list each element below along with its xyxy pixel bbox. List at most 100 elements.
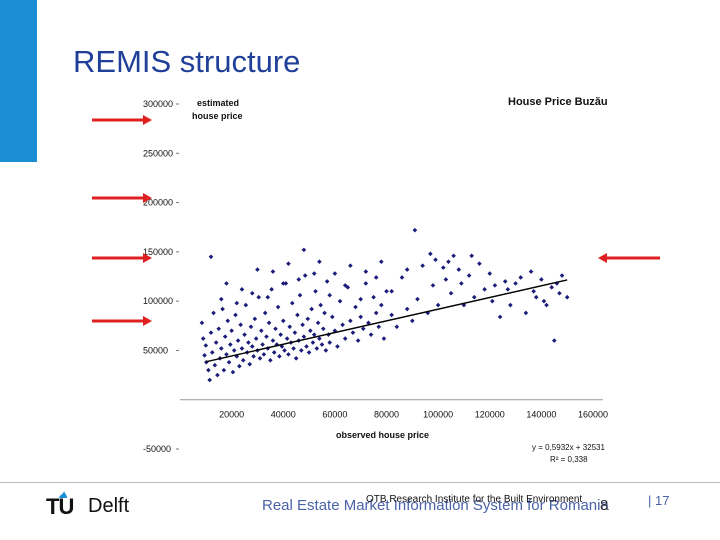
data-point — [412, 227, 418, 233]
data-point — [389, 288, 394, 294]
data-point — [360, 326, 366, 332]
data-point — [541, 298, 547, 304]
data-point — [518, 275, 524, 280]
data-point — [376, 324, 382, 330]
data-point — [410, 318, 415, 324]
data-point — [350, 330, 356, 335]
data-point — [296, 277, 302, 282]
x-tick-label: 80000 — [374, 410, 399, 420]
data-point — [358, 296, 363, 302]
data-point — [335, 344, 340, 349]
data-point — [332, 271, 338, 276]
footer-divider — [0, 482, 720, 483]
data-point — [528, 269, 534, 274]
data-point — [469, 253, 474, 259]
data-point — [544, 302, 549, 308]
logo-delft-text: Delft — [88, 495, 130, 517]
data-point — [295, 312, 300, 318]
data-point — [293, 356, 299, 361]
y-axis-label-line2: house price — [192, 111, 243, 121]
data-point — [430, 283, 436, 288]
data-point — [373, 310, 379, 316]
y-tick-label: 300000 — [143, 99, 173, 109]
data-point — [261, 352, 267, 357]
arrow-head — [143, 253, 152, 263]
data-point — [255, 267, 260, 272]
data-point — [440, 265, 446, 270]
data-point — [348, 318, 353, 324]
x-tick-label: 40000 — [271, 410, 296, 420]
data-point — [212, 362, 218, 368]
data-point — [551, 338, 557, 343]
data-point — [327, 340, 333, 345]
y-tick-label: -50000 — [143, 444, 171, 454]
data-point — [559, 273, 565, 278]
data-point — [508, 302, 513, 308]
flame-icon — [59, 491, 67, 498]
data-point — [443, 277, 449, 282]
data-point — [207, 377, 212, 383]
x-axis-label: observed house price — [336, 430, 429, 440]
data-point — [448, 290, 454, 296]
y-tick-label: 150000 — [143, 247, 173, 257]
page-number: | 17 — [648, 493, 670, 508]
data-point — [315, 320, 321, 326]
slide-title: REMIS structure — [73, 44, 301, 79]
y-tick-label: 250000 — [143, 148, 173, 158]
data-point — [265, 294, 271, 300]
data-point — [235, 338, 241, 343]
data-point — [533, 294, 539, 300]
data-point — [211, 310, 216, 316]
data-point — [342, 283, 348, 288]
data-point — [433, 257, 438, 263]
y-axis-label-line1: estimated — [197, 98, 239, 108]
regression-equation: y = 0,5932x + 32531 — [532, 443, 606, 452]
data-point — [301, 334, 307, 339]
data-point — [311, 271, 317, 276]
data-point — [471, 294, 477, 300]
data-point — [363, 269, 369, 274]
data-point — [292, 330, 298, 335]
data-point — [358, 314, 363, 320]
data-point — [366, 320, 371, 326]
data-point — [487, 271, 493, 276]
data-point — [371, 294, 376, 300]
data-point — [490, 298, 495, 304]
data-point — [404, 306, 410, 312]
data-point — [262, 310, 268, 316]
data-point — [266, 320, 272, 326]
data-point — [219, 296, 224, 302]
data-point — [451, 253, 456, 259]
data-point — [353, 304, 358, 310]
data-point — [513, 281, 518, 286]
data-point — [275, 304, 281, 310]
x-axis-ticks: 20000 40000 60000 80000 100000 120000 140000 16… — [219, 410, 608, 420]
data-point — [216, 326, 222, 332]
data-point — [247, 361, 252, 367]
data-point — [345, 285, 351, 290]
footer-title: Real Estate Market Information System fo… — [262, 497, 609, 514]
data-point — [259, 328, 264, 334]
data-point — [425, 310, 431, 316]
data-point — [355, 338, 361, 343]
logo-tu-text: TU — [46, 494, 74, 519]
y-tick-label: 100000 — [143, 296, 173, 306]
data-point — [461, 302, 467, 308]
trendline — [205, 279, 568, 363]
data-point — [492, 283, 498, 288]
y-tick-label: 50000 — [143, 345, 168, 355]
data-point — [230, 369, 236, 375]
data-point — [219, 346, 224, 351]
data-point — [264, 334, 269, 339]
data-point — [323, 348, 329, 353]
data-point — [220, 306, 225, 312]
data-point — [564, 294, 570, 300]
x-tick-label: 20000 — [219, 410, 244, 420]
data-point — [269, 287, 274, 292]
data-point — [279, 344, 285, 349]
arrow-head — [143, 193, 152, 203]
y-axis-label: estimated house price — [192, 98, 243, 121]
data-point — [284, 336, 290, 341]
data-point — [435, 302, 441, 308]
data-point — [280, 281, 286, 286]
